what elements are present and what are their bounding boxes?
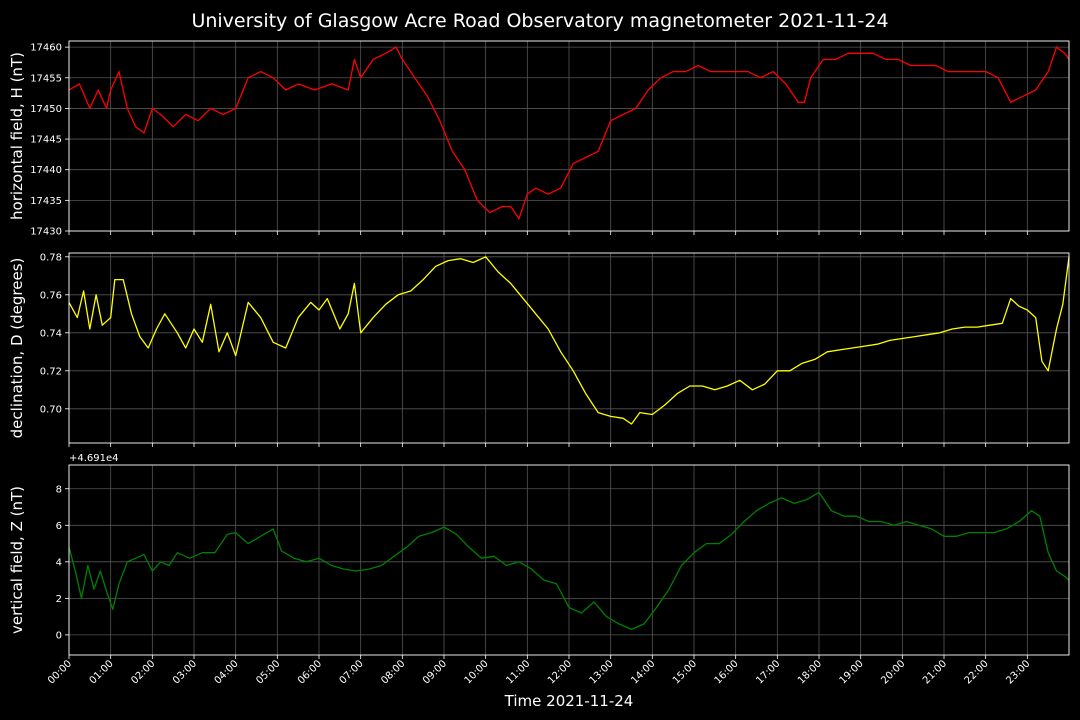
x-tick-label: 14:00 — [629, 658, 657, 686]
x-tick-label: 09:00 — [421, 658, 449, 686]
plot-frame — [68, 464, 1070, 656]
y-tick-label: 17445 — [30, 135, 62, 146]
chart-title: University of Glasgow Acre Road Observat… — [191, 10, 889, 32]
x-axis-label: Time 2021-11-24 — [504, 692, 634, 710]
x-tick-label: 11:00 — [504, 658, 532, 686]
series-line-2 — [68, 256, 1070, 425]
x-tick-label: 13:00 — [588, 658, 616, 686]
plot-frame — [68, 40, 1070, 232]
x-tick-label: 03:00 — [171, 658, 199, 686]
y-tick-label: 17460 — [30, 43, 62, 54]
y-tick-label: 8 — [56, 484, 62, 495]
x-tick-label: 10:00 — [463, 658, 491, 686]
x-tick-label: 20:00 — [879, 658, 907, 686]
x-tick-label: 15:00 — [671, 658, 699, 686]
series-line-3 — [68, 491, 1070, 631]
x-tick-label: 05:00 — [254, 658, 282, 686]
y-axis-label: horizontal field, H (nT) — [8, 52, 26, 220]
x-tick-label: 18:00 — [796, 658, 824, 686]
x-tick-label: 07:00 — [338, 658, 366, 686]
x-tick-label: 22:00 — [963, 658, 991, 686]
x-tick-label: 19:00 — [838, 658, 866, 686]
y-tick-label: 6 — [56, 521, 62, 532]
x-tick-label: 00:00 — [46, 658, 74, 686]
series-line-1 — [68, 46, 1070, 220]
plot-frame — [68, 252, 1070, 444]
y-tick-label: 4 — [56, 557, 62, 568]
x-tick-label: 16:00 — [713, 658, 741, 686]
x-tick-label: 17:00 — [754, 658, 782, 686]
x-tick-label: 06:00 — [296, 658, 324, 686]
y-tick-label: 0.74 — [40, 328, 62, 339]
x-tick-label: 01:00 — [88, 658, 116, 686]
y-tick-label: 0.72 — [40, 366, 62, 377]
y-tick-label: 17455 — [30, 73, 62, 84]
y-tick-label: 17450 — [30, 104, 62, 115]
y-tick-label: 17430 — [30, 227, 62, 238]
y-tick-label: 17435 — [30, 196, 62, 207]
y-offset-text: +4.691e4 — [69, 453, 119, 464]
x-tick-label: 04:00 — [213, 658, 241, 686]
y-axis-label: declination, D (degrees) — [8, 258, 26, 439]
x-tick-label: 21:00 — [921, 658, 949, 686]
y-tick-label: 0 — [56, 630, 62, 641]
y-tick-label: 17440 — [30, 165, 62, 176]
y-tick-label: 0.70 — [40, 404, 62, 415]
x-tick-label: 08:00 — [379, 658, 407, 686]
x-tick-label: 23:00 — [1004, 658, 1032, 686]
y-tick-label: 0.78 — [40, 252, 62, 263]
y-tick-label: 2 — [56, 594, 62, 605]
x-tick-label: 12:00 — [546, 658, 574, 686]
y-tick-label: 0.76 — [40, 290, 62, 301]
y-axis-label: vertical field, Z (nT) — [8, 486, 26, 634]
x-tick-label: 02:00 — [129, 658, 157, 686]
